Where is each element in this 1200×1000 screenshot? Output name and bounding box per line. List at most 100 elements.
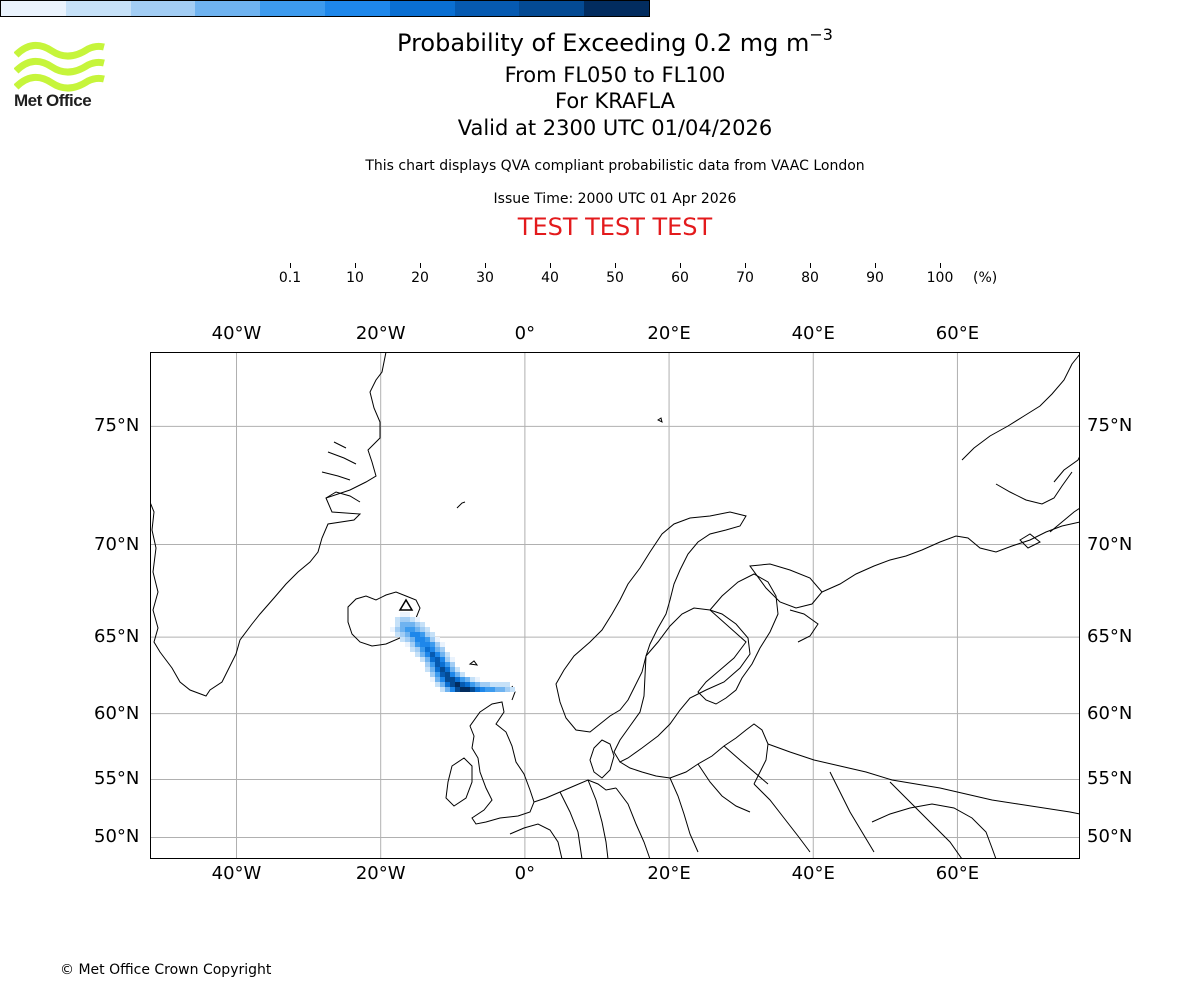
plume-cell — [445, 672, 450, 677]
longitude-label: 20°E — [647, 863, 691, 884]
plume-cell — [465, 677, 470, 682]
plume-cell — [395, 622, 400, 627]
plume-cell — [480, 682, 485, 687]
plume-cell — [425, 627, 430, 632]
plume-cell — [455, 667, 460, 672]
plume-cell — [400, 637, 405, 642]
colorbar-tick-label: 90 — [866, 270, 884, 286]
ash-probability-plume — [390, 612, 515, 692]
plume-cell — [450, 677, 455, 682]
colorbar-tick — [485, 263, 486, 268]
valid-time: Valid at 2300 UTC 01/04/2026 — [457, 116, 773, 140]
plume-cell — [405, 617, 410, 622]
france-coast — [509, 823, 563, 859]
plume-cell — [490, 682, 495, 687]
plume-cell — [510, 687, 515, 692]
latitude-label: 65°N — [94, 626, 140, 648]
plume-cell — [410, 622, 415, 627]
plume-cell — [485, 687, 490, 692]
finland-coastline — [697, 573, 779, 705]
jan-mayen-coastline — [456, 501, 466, 509]
latitude-label: 50°N — [1087, 826, 1133, 848]
plume-cell — [400, 622, 405, 627]
white-sea-coast — [789, 609, 819, 643]
latitude-label: 60°N — [1087, 702, 1133, 724]
colorbar-tick-label: 40 — [541, 270, 559, 286]
plume-cell — [430, 637, 435, 642]
longitude-label: 20°W — [355, 323, 406, 344]
plume-cell — [435, 682, 440, 687]
plume-cell — [475, 687, 480, 692]
plume-cell — [425, 642, 430, 647]
colorbar-tick-label: 20 — [411, 270, 429, 286]
test-banner: TEST TEST TEST — [517, 213, 713, 241]
plume-cell — [435, 667, 440, 672]
colorbar-tick-label: 100 — [926, 270, 954, 286]
plume-cell — [440, 662, 445, 667]
plume-cell — [430, 642, 435, 647]
plume-cell — [480, 687, 485, 692]
plume-cell — [430, 677, 435, 682]
colorbar-tick — [615, 263, 616, 268]
plume-cell — [420, 652, 425, 657]
great-britain-coastline — [469, 701, 535, 825]
plume-cell — [420, 622, 425, 627]
map-gridlines — [150, 352, 1080, 859]
latitude-label: 55°N — [1087, 768, 1133, 790]
plume-cell — [420, 627, 425, 632]
plume-cell — [400, 612, 405, 617]
plume-cell — [430, 632, 435, 637]
plume-cell — [460, 682, 465, 687]
longitude-label: 20°E — [647, 323, 691, 344]
plume-cell — [415, 647, 420, 652]
coastlines — [150, 352, 1080, 859]
met-office-wordmark: Met Office — [14, 91, 92, 110]
issue-time: Issue Time: 2000 UTC 01 Apr 2026 — [493, 191, 737, 207]
plume-cell — [445, 682, 450, 687]
plume-cell — [405, 627, 410, 632]
faroe-islands — [468, 660, 479, 666]
colorbar-tick — [550, 263, 551, 268]
plume-cell — [475, 677, 480, 682]
plume-cell — [455, 687, 460, 692]
greenland-fjords — [321, 441, 361, 503]
plume-cell — [440, 687, 445, 692]
colorbar-tick — [420, 263, 421, 268]
vaygach-island — [1019, 533, 1041, 549]
russia-arctic-coast — [821, 521, 1080, 593]
plume-cell — [425, 652, 430, 657]
denmark-coastline — [589, 739, 615, 779]
north-sea-coast — [533, 779, 617, 803]
plume-cell — [395, 617, 400, 622]
plume-cell — [415, 637, 420, 642]
longitude-label: 40°E — [791, 323, 835, 344]
plume-cell — [475, 682, 480, 687]
plume-cell — [425, 657, 430, 662]
plume-cell — [460, 672, 465, 677]
longitude-label: 40°W — [211, 863, 262, 884]
plume-cell — [470, 677, 475, 682]
plume-cell — [420, 642, 425, 647]
plume-cell — [495, 682, 500, 687]
plume-cell — [430, 662, 435, 667]
norway-coastline — [555, 511, 747, 733]
plume-cell — [500, 682, 505, 687]
plume-cell — [425, 647, 430, 652]
plume-cell — [415, 627, 420, 632]
colorbar-unit: (%) — [973, 270, 998, 286]
plume-cell — [410, 642, 415, 647]
country-borders — [559, 743, 1080, 859]
svalbard-bear-island — [657, 417, 663, 423]
met-office-logo-icon — [14, 42, 105, 92]
plume-cell — [445, 657, 450, 662]
plume-cell — [450, 667, 455, 672]
colorbar-tick-label: 0.1 — [278, 270, 302, 286]
plume-cell — [435, 637, 440, 642]
chart-title-superscript: −3 — [809, 25, 833, 44]
colorbar-tick — [810, 263, 811, 268]
colorbar-tick-label: 30 — [476, 270, 494, 286]
plume-cell — [455, 682, 460, 687]
plume-cell — [460, 677, 465, 682]
plume-cell — [495, 687, 500, 692]
plume-cell — [425, 637, 430, 642]
